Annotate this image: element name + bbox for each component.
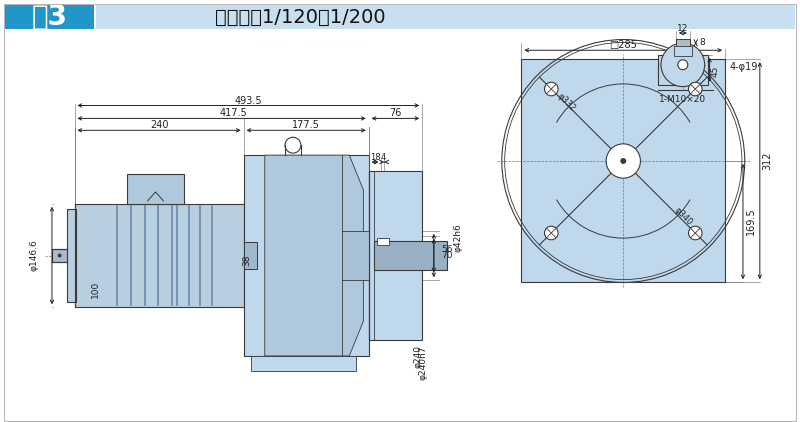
- Bar: [342, 231, 369, 280]
- Text: □285: □285: [610, 40, 638, 50]
- Bar: [250, 356, 356, 371]
- Bar: [658, 55, 708, 84]
- Bar: [74, 204, 244, 307]
- Circle shape: [689, 226, 702, 240]
- Circle shape: [678, 60, 688, 70]
- Polygon shape: [265, 155, 363, 356]
- Bar: [127, 174, 184, 204]
- Text: φ240: φ240: [414, 345, 423, 368]
- Text: 12: 12: [677, 24, 689, 32]
- Bar: [369, 171, 422, 340]
- Bar: [244, 242, 257, 269]
- Text: 8: 8: [700, 38, 706, 47]
- Text: 4: 4: [380, 153, 386, 162]
- Text: 図3: 図3: [32, 3, 68, 31]
- Text: 76: 76: [390, 108, 402, 119]
- Bar: [377, 238, 390, 245]
- Bar: [244, 155, 369, 356]
- Circle shape: [545, 226, 558, 240]
- Bar: [66, 209, 77, 302]
- Text: 240: 240: [150, 120, 168, 130]
- Bar: [676, 39, 690, 47]
- Bar: [522, 59, 725, 282]
- Circle shape: [606, 144, 641, 178]
- Bar: [5, 5, 94, 29]
- Circle shape: [661, 43, 705, 87]
- Text: 56: 56: [441, 245, 452, 254]
- Circle shape: [620, 158, 626, 164]
- Text: 312: 312: [762, 152, 773, 170]
- Bar: [52, 249, 66, 262]
- Bar: [674, 46, 692, 56]
- Text: 100: 100: [91, 281, 100, 298]
- Text: 45: 45: [710, 66, 719, 77]
- Text: φ146.6: φ146.6: [30, 240, 38, 271]
- Bar: [374, 241, 447, 271]
- Text: 70: 70: [441, 251, 452, 260]
- Text: 18: 18: [370, 153, 380, 162]
- Circle shape: [689, 82, 702, 96]
- Text: 169.5: 169.5: [746, 208, 756, 235]
- Text: φ340: φ340: [672, 206, 694, 227]
- Text: 1-M10×20: 1-M10×20: [659, 95, 706, 103]
- Text: 38: 38: [242, 255, 252, 266]
- Text: 4-φ19: 4-φ19: [730, 62, 758, 72]
- Text: φ240h7: φ240h7: [418, 345, 428, 379]
- Text: 493.5: 493.5: [234, 95, 262, 106]
- Circle shape: [545, 82, 558, 96]
- Text: φ42h6: φ42h6: [454, 223, 462, 252]
- Text: φ332: φ332: [556, 92, 578, 113]
- Text: 減速比　1/120～1/200: 減速比 1/120～1/200: [215, 8, 386, 27]
- Circle shape: [58, 254, 62, 257]
- Text: 177.5: 177.5: [292, 120, 320, 130]
- Text: 417.5: 417.5: [220, 108, 247, 119]
- Bar: [96, 5, 795, 29]
